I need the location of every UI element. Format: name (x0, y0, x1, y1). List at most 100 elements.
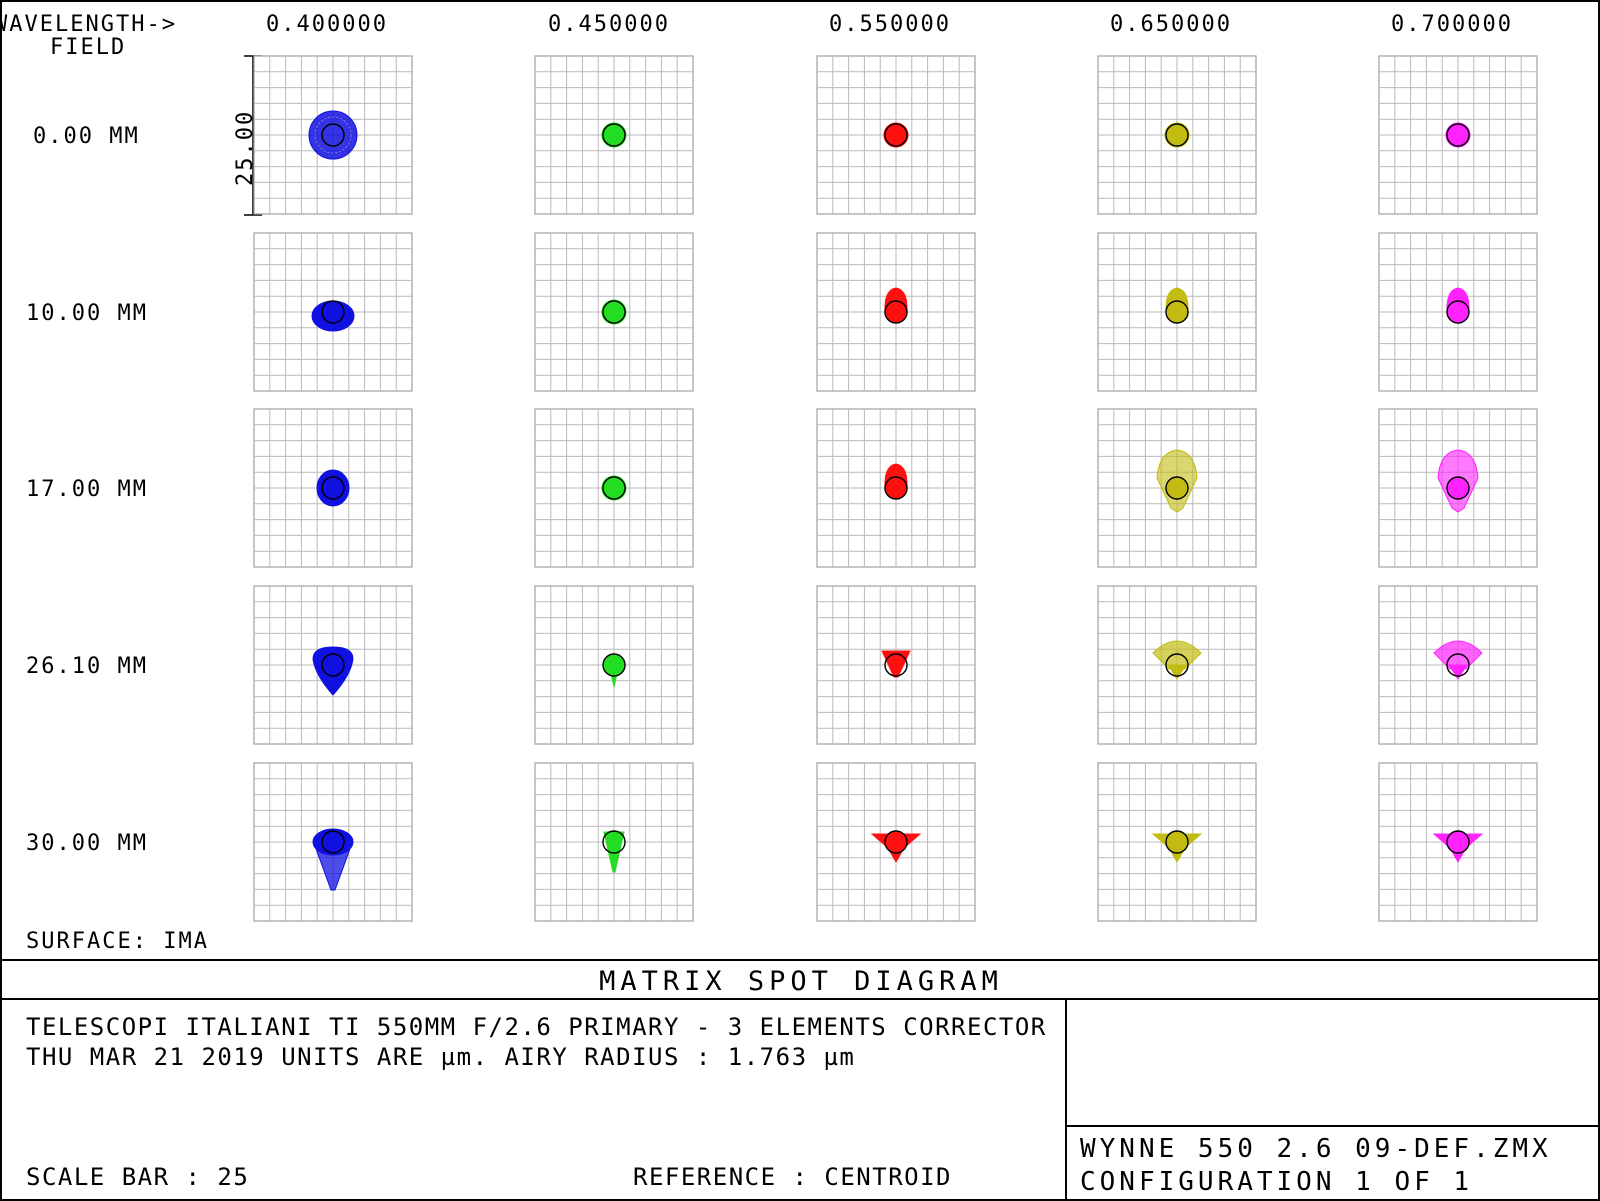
spot-cell (534, 232, 694, 392)
plot-title: MATRIX SPOT DIAGRAM (599, 966, 1003, 997)
spot-pattern (1445, 122, 1471, 148)
spot-cell (816, 762, 976, 922)
airy-disk-circle (1165, 653, 1189, 677)
spot-cell (1097, 55, 1257, 215)
spot-cell (534, 762, 694, 922)
info-line-2: THU MAR 21 2019 UNITS ARE µm. AIRY RADIU… (26, 1043, 855, 1071)
airy-disk-circle (1446, 476, 1470, 500)
grid-lines (254, 233, 412, 391)
file-name: WYNNE 550 2.6 09-DEF.ZMX (1080, 1134, 1552, 1164)
grid-lines (1379, 233, 1537, 391)
grid-lines (1098, 763, 1256, 921)
airy-disk-circle (321, 476, 345, 500)
spot-cell (816, 55, 976, 215)
airy-disk-circle (884, 123, 908, 147)
airy-disk-circle (602, 830, 626, 854)
spot-cell (1097, 585, 1257, 745)
spot-cell (1378, 55, 1538, 215)
airy-disk-circle (884, 830, 908, 854)
airy-disk-circle (321, 123, 345, 147)
spot-pattern (1433, 640, 1483, 680)
grid-lines (1098, 56, 1256, 214)
field-label-5: 30.00 MM (26, 831, 148, 856)
grid-lines (535, 409, 693, 567)
wavelength-header-5: 0.700000 (1391, 12, 1513, 37)
spot-cell (816, 408, 976, 568)
airy-disk-circle (1165, 476, 1189, 500)
spot-cell (253, 762, 413, 922)
spot-pattern (883, 122, 909, 148)
spot-cell (253, 232, 413, 392)
airy-disk-circle (602, 476, 626, 500)
spot-cell (253, 585, 413, 745)
grid-lines (817, 233, 975, 391)
airy-disk-circle (1446, 830, 1470, 854)
spot-pattern (601, 122, 627, 148)
spot-cell (534, 55, 694, 215)
spot-cell (534, 585, 694, 745)
configuration-text: CONFIGURATION 1 OF 1 (1080, 1167, 1473, 1197)
spot-pattern (1165, 287, 1189, 324)
scale-bar-text: SCALE BAR : 25 (26, 1163, 249, 1191)
field-label-1: 0.00 MM (33, 124, 140, 149)
info-line-1: TELESCOPI ITALIANI TI 550MM F/2.6 PRIMAR… (26, 1013, 1047, 1041)
airy-disk-circle (884, 653, 908, 677)
spot-cell (1378, 232, 1538, 392)
spot-pattern (311, 300, 355, 332)
spot-cell (816, 585, 976, 745)
spot-pattern (316, 469, 350, 507)
field-label-3: 17.00 MM (26, 477, 148, 502)
airy-disk-circle (1446, 123, 1470, 147)
grid-lines (535, 56, 693, 214)
grid-lines (817, 56, 975, 214)
spot-cell (1378, 408, 1538, 568)
spot-cell (816, 232, 976, 392)
spot-pattern (312, 828, 354, 891)
airy-disk-circle (321, 300, 345, 324)
spot-matrix (253, 55, 1538, 922)
spot-cell (253, 408, 413, 568)
grid-lines (1098, 409, 1256, 567)
spot-cell (1097, 232, 1257, 392)
spot-cell (1378, 762, 1538, 922)
spot-cell (1097, 408, 1257, 568)
spot-cell (1378, 585, 1538, 745)
airy-disk-circle (602, 123, 626, 147)
airy-disk-circle (1165, 123, 1189, 147)
grid-lines (817, 586, 975, 744)
spot-pattern (1164, 122, 1190, 148)
reference-text: REFERENCE : CENTROID (633, 1163, 952, 1191)
airy-disk-circle (1165, 830, 1189, 854)
spot-pattern (884, 463, 908, 500)
spot-cell (1097, 762, 1257, 922)
airy-disk-circle (1165, 300, 1189, 324)
airy-disk-circle (321, 830, 345, 854)
spot-pattern (881, 650, 911, 678)
airy-disk-circle (602, 300, 626, 324)
grid-lines (1379, 56, 1537, 214)
field-label: FIELD (50, 35, 126, 60)
spot-pattern (601, 475, 627, 501)
spot-pattern (884, 287, 908, 324)
spot-pattern (1446, 287, 1470, 324)
field-label-2: 10.00 MM (26, 301, 148, 326)
field-label-4: 26.10 MM (26, 654, 148, 679)
wavelength-header-1: 0.400000 (266, 12, 388, 37)
wavelength-header-2: 0.450000 (548, 12, 670, 37)
airy-disk-circle (884, 476, 908, 500)
spot-pattern (1156, 449, 1198, 513)
spot-cell (253, 55, 413, 215)
spot-pattern (308, 110, 358, 160)
airy-disk-circle (1446, 653, 1470, 677)
surface-label: SURFACE: IMA (26, 929, 209, 954)
spot-pattern (601, 299, 627, 325)
airy-disk-circle (884, 300, 908, 324)
wavelength-label: WAVELENGTH-> (0, 12, 177, 37)
wavelength-header-4: 0.650000 (1110, 12, 1232, 37)
airy-disk-circle (602, 653, 626, 677)
grid-lines (1379, 586, 1537, 744)
airy-disk-circle (321, 653, 345, 677)
spot-cell (534, 408, 694, 568)
